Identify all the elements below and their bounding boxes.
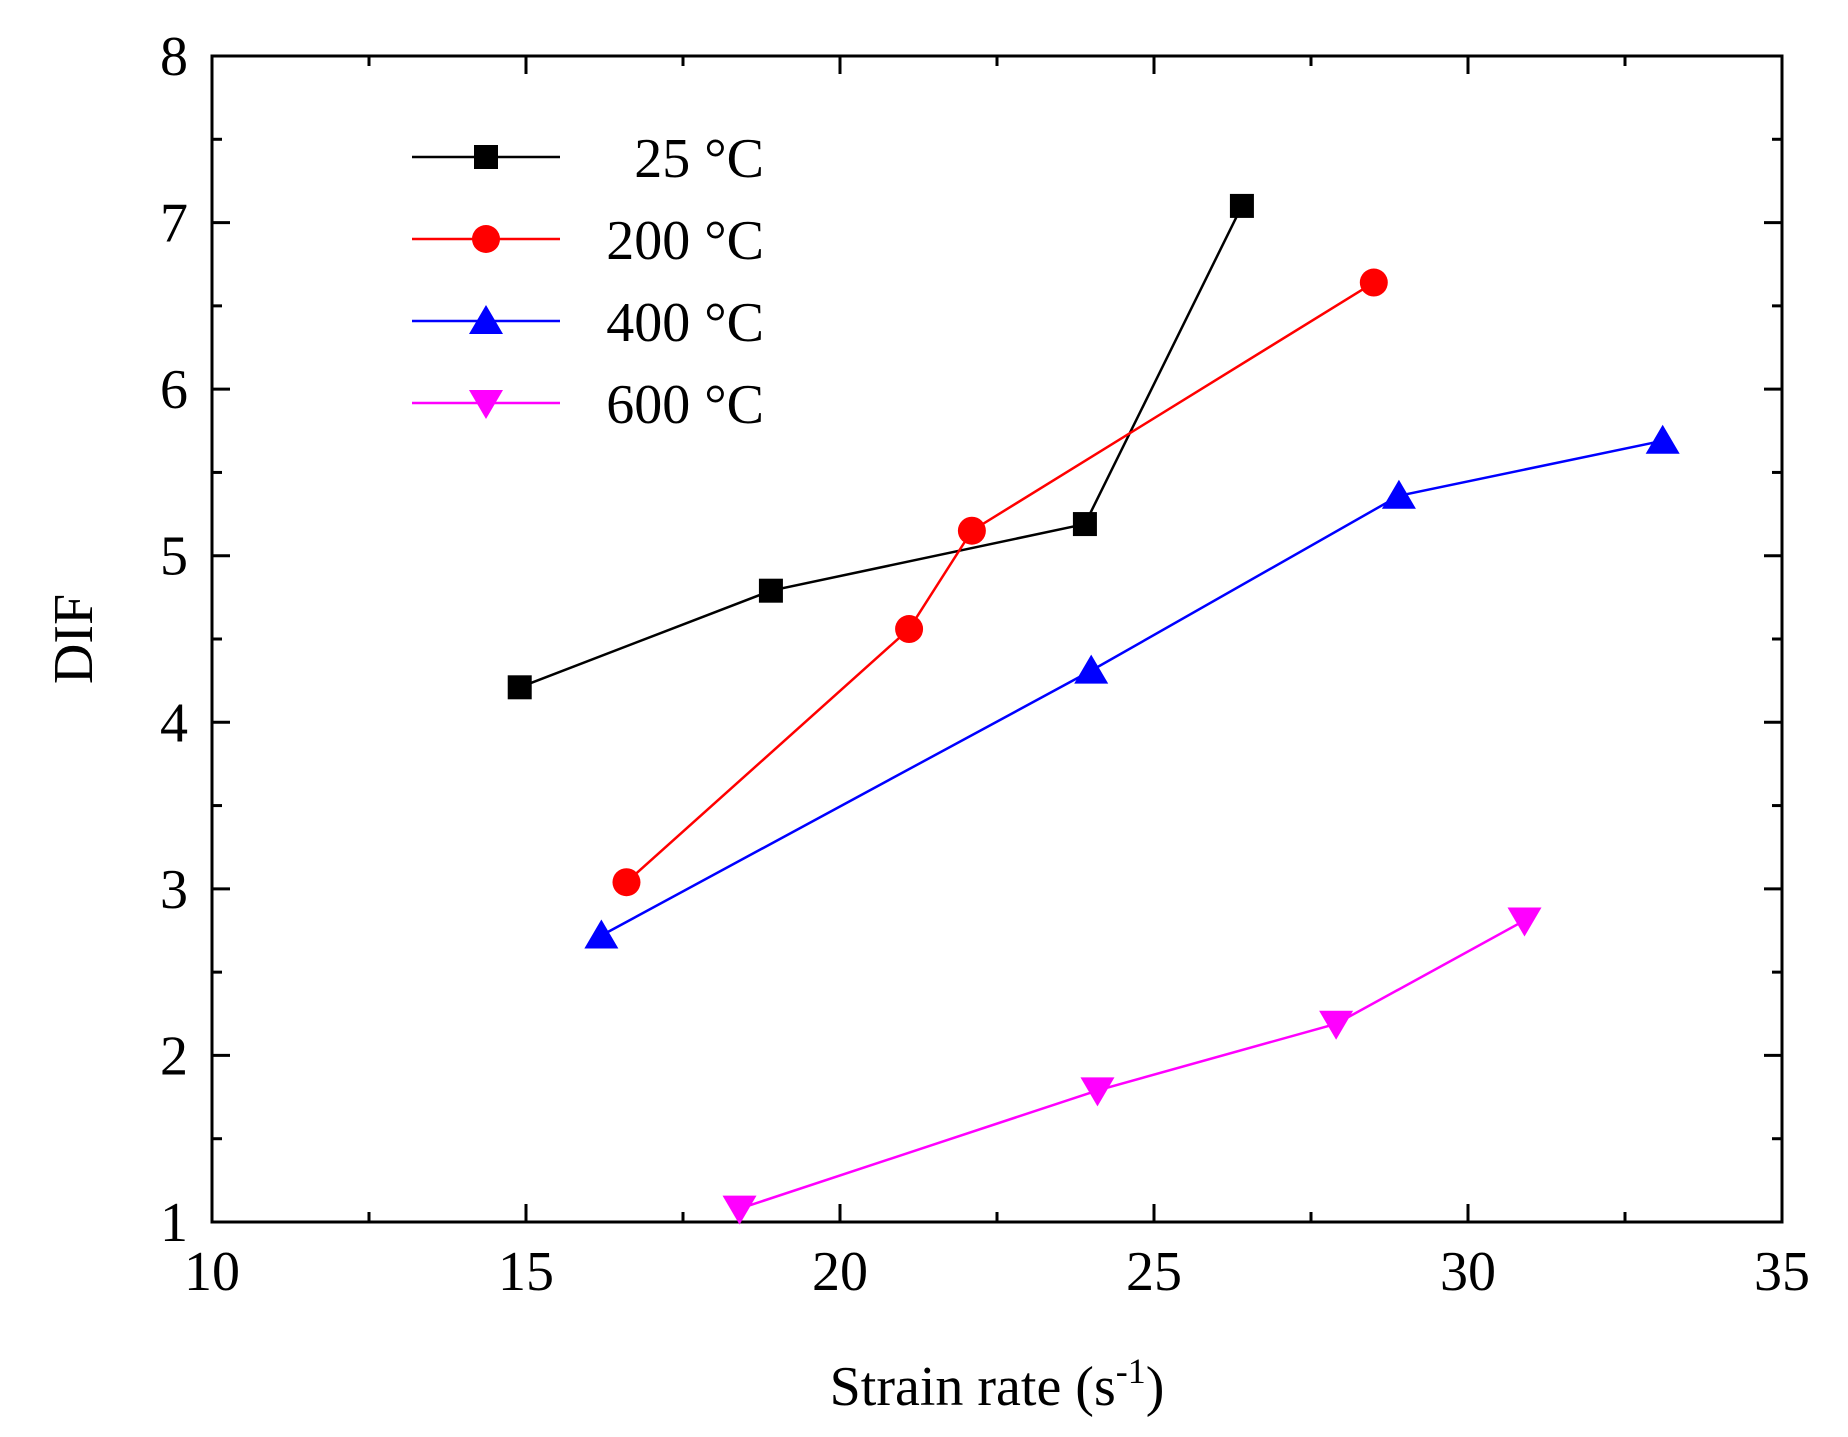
y-tick-label: 2 xyxy=(160,1025,188,1087)
legend-label: 400 °C xyxy=(606,292,764,354)
legend-marker xyxy=(474,145,498,169)
x-tick-label: 35 xyxy=(1754,1241,1810,1303)
data-point xyxy=(1229,193,1254,218)
data-point xyxy=(957,516,986,545)
plot-frame xyxy=(210,54,1784,1224)
data-point xyxy=(895,615,924,644)
data-point xyxy=(1074,654,1109,684)
legend-marker xyxy=(472,225,500,253)
y-tick-label: 1 xyxy=(160,1192,188,1254)
legend-label: 200 °C xyxy=(606,210,764,272)
data-point xyxy=(722,1195,757,1225)
legend-marker xyxy=(469,305,503,334)
data-point xyxy=(1359,268,1388,297)
legend-label: 25 °C xyxy=(634,128,764,190)
y-tick-label: 5 xyxy=(160,526,188,588)
legend-marker xyxy=(469,390,503,419)
series-line xyxy=(625,281,1375,884)
y-tick-label: 4 xyxy=(160,692,188,754)
series-line xyxy=(600,439,1663,937)
x-axis-title-superscript: -1 xyxy=(1116,1351,1146,1391)
y-tick-label: 6 xyxy=(160,359,188,421)
data-point xyxy=(1072,512,1097,537)
x-axis-title-end: ) xyxy=(1146,1356,1165,1418)
data-point xyxy=(1645,424,1680,454)
legend-item: 25 °C xyxy=(412,128,764,190)
data-point xyxy=(584,919,619,949)
x-tick-label: 30 xyxy=(1440,1241,1496,1303)
data-point xyxy=(1381,479,1416,509)
data-point xyxy=(507,675,532,700)
series-line xyxy=(519,205,1244,689)
data-point xyxy=(758,578,783,603)
y-tick-label: 3 xyxy=(160,859,188,921)
x-tick-label: 20 xyxy=(812,1241,868,1303)
data-point xyxy=(1507,907,1542,937)
y-tick-label: 7 xyxy=(160,193,188,255)
series-1 xyxy=(612,268,1388,897)
data-point xyxy=(1080,1077,1115,1107)
data-point xyxy=(1319,1010,1354,1040)
x-axis-title: Strain rate (s-1) xyxy=(830,1351,1165,1418)
y-tick-label: 8 xyxy=(160,26,188,88)
series-0 xyxy=(507,193,1254,700)
x-tick-label: 25 xyxy=(1126,1241,1182,1303)
plot-axes: 10 15 20 25 30 35 1 2 3 4 5 6 7 8 xyxy=(160,26,1810,1303)
series-3 xyxy=(722,907,1542,1225)
legend-item: 600 °C xyxy=(412,374,764,436)
x-axis-title-main: Strain rate (s xyxy=(830,1356,1116,1418)
series-2 xyxy=(584,424,1680,949)
y-axis-title: DIF xyxy=(43,594,105,684)
legend-label: 600 °C xyxy=(606,374,764,436)
legend-item: 200 °C xyxy=(412,210,764,272)
series-line xyxy=(739,919,1526,1210)
x-tick-label: 10 xyxy=(184,1241,240,1303)
plot-series xyxy=(507,193,1680,1225)
data-point xyxy=(612,868,641,897)
x-tick-label: 15 xyxy=(498,1241,554,1303)
legend-item: 400 °C xyxy=(412,292,764,354)
legend: 25 °C 200 °C 400 °C 600 °C xyxy=(412,128,764,436)
